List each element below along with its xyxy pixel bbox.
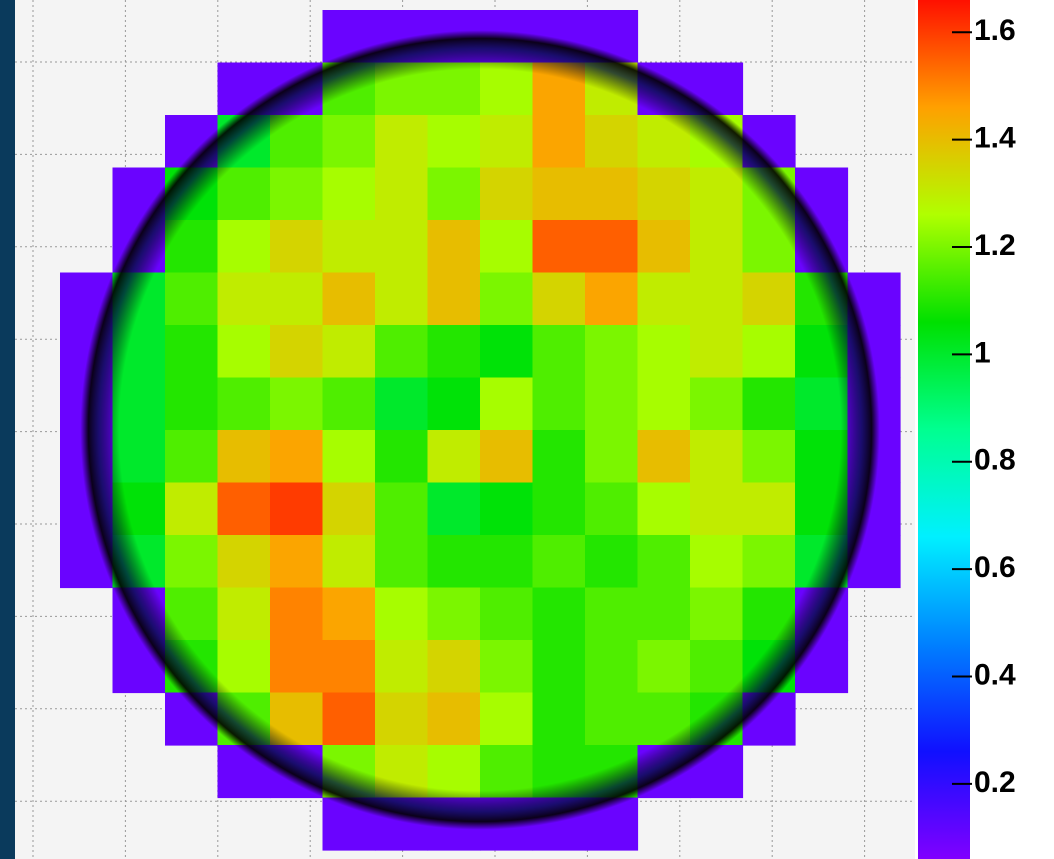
side-strip bbox=[0, 0, 15, 859]
colorbar-tick-label: 1.2 bbox=[974, 229, 1016, 262]
colorbar-tick-label: 1.6 bbox=[974, 14, 1016, 47]
colorbar-tick-label: 0.4 bbox=[974, 658, 1016, 691]
colorbar-tick-label: 1 bbox=[974, 336, 991, 369]
colorbar bbox=[918, 0, 970, 859]
colorbar-tick-label: 1.4 bbox=[974, 122, 1016, 155]
edge-ring bbox=[70, 20, 890, 840]
colorbar-ticks: 0.2 0.4 0.6 0.8 1 1.2 1.4 1.6 bbox=[952, 14, 1016, 799]
colorbar-tick-label: 0.6 bbox=[974, 551, 1016, 584]
colorbar-tick-label: 0.2 bbox=[974, 766, 1016, 799]
colorbar-tick-label: 0.8 bbox=[974, 444, 1016, 477]
